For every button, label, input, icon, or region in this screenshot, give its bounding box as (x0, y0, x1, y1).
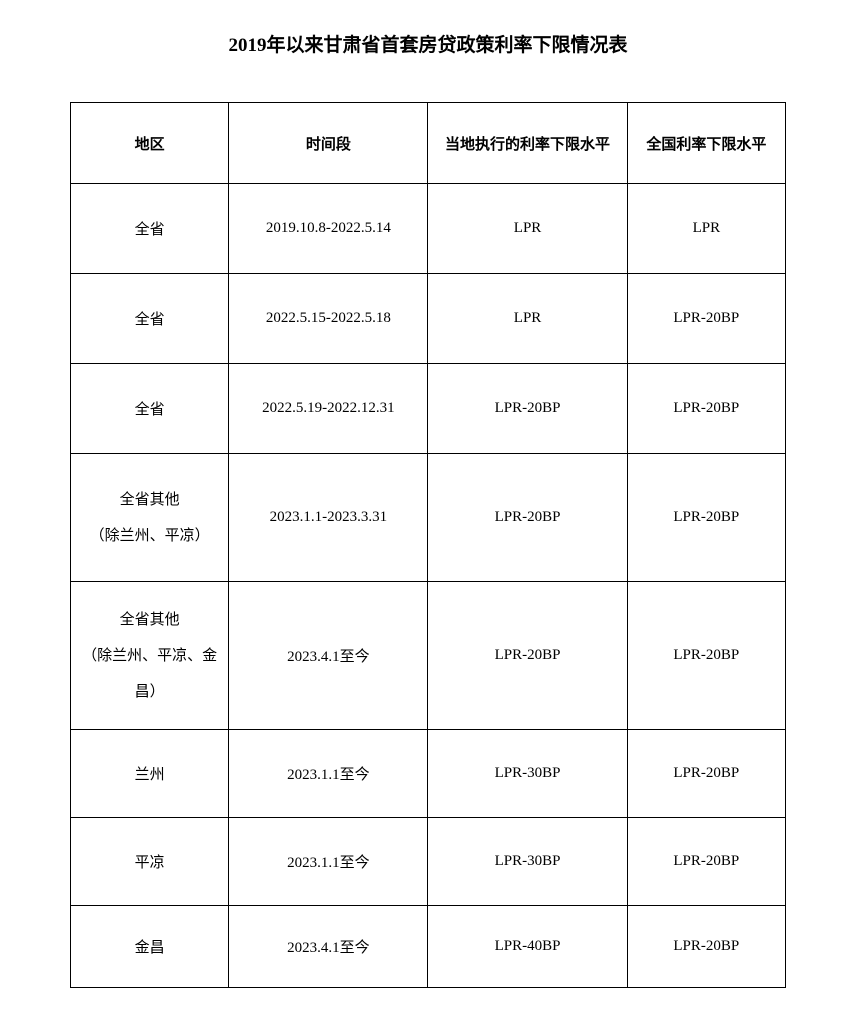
cell-period: 2023.1.1-2023.3.31 (229, 454, 428, 582)
table-body: 全省2019.10.8-2022.5.14LPRLPR全省2022.5.15-2… (71, 184, 786, 988)
cell-national: LPR-20BP (627, 906, 785, 988)
cell-local: LPR-20BP (428, 582, 627, 730)
cell-national: LPR-20BP (627, 364, 785, 454)
table-row: 全省2022.5.19-2022.12.31LPR-20BPLPR-20BP (71, 364, 786, 454)
cell-period: 2023.4.1至今 (229, 906, 428, 988)
table-row: 全省2019.10.8-2022.5.14LPRLPR (71, 184, 786, 274)
cell-region: 全省 (71, 184, 229, 274)
table-row: 兰州2023.1.1至今LPR-30BPLPR-20BP (71, 730, 786, 818)
cell-period: 2022.5.19-2022.12.31 (229, 364, 428, 454)
table-row: 全省2022.5.15-2022.5.18LPRLPR-20BP (71, 274, 786, 364)
cell-region: 兰州 (71, 730, 229, 818)
cell-period: 2022.5.15-2022.5.18 (229, 274, 428, 364)
cell-local: LPR-20BP (428, 454, 627, 582)
cell-local: LPR (428, 184, 627, 274)
cell-local: LPR-20BP (428, 364, 627, 454)
rate-table: 地区 时间段 当地执行的利率下限水平 全国利率下限水平 全省2019.10.8-… (70, 102, 786, 988)
col-header-region: 地区 (71, 103, 229, 184)
cell-local: LPR (428, 274, 627, 364)
col-header-national: 全国利率下限水平 (627, 103, 785, 184)
table-row: 平凉2023.1.1至今LPR-30BPLPR-20BP (71, 818, 786, 906)
cell-period: 2023.1.1至今 (229, 730, 428, 818)
cell-local: LPR-30BP (428, 818, 627, 906)
cell-national: LPR-20BP (627, 818, 785, 906)
table-row: 金昌2023.4.1至今LPR-40BPLPR-20BP (71, 906, 786, 988)
cell-region: 全省 (71, 274, 229, 364)
cell-national: LPR-20BP (627, 582, 785, 730)
cell-region: 平凉 (71, 818, 229, 906)
cell-local: LPR-40BP (428, 906, 627, 988)
page-title: 2019年以来甘肃省首套房贷政策利率下限情况表 (70, 30, 786, 57)
cell-region: 全省 (71, 364, 229, 454)
cell-period: 2019.10.8-2022.5.14 (229, 184, 428, 274)
col-header-period: 时间段 (229, 103, 428, 184)
document-page: 2019年以来甘肃省首套房贷政策利率下限情况表 地区 时间段 当地执行的利率下限… (0, 0, 856, 1028)
cell-region: 金昌 (71, 906, 229, 988)
table-row: 全省其他（除兰州、平凉、金昌）2023.4.1至今LPR-20BPLPR-20B… (71, 582, 786, 730)
cell-national: LPR-20BP (627, 274, 785, 364)
cell-national: LPR (627, 184, 785, 274)
cell-national: LPR-20BP (627, 730, 785, 818)
cell-national: LPR-20BP (627, 454, 785, 582)
col-header-local: 当地执行的利率下限水平 (428, 103, 627, 184)
table-header-row: 地区 时间段 当地执行的利率下限水平 全国利率下限水平 (71, 103, 786, 184)
cell-local: LPR-30BP (428, 730, 627, 818)
cell-period: 2023.1.1至今 (229, 818, 428, 906)
cell-period: 2023.4.1至今 (229, 582, 428, 730)
cell-region: 全省其他（除兰州、平凉、金昌） (71, 582, 229, 730)
cell-region: 全省其他（除兰州、平凉） (71, 454, 229, 582)
table-row: 全省其他（除兰州、平凉）2023.1.1-2023.3.31LPR-20BPLP… (71, 454, 786, 582)
